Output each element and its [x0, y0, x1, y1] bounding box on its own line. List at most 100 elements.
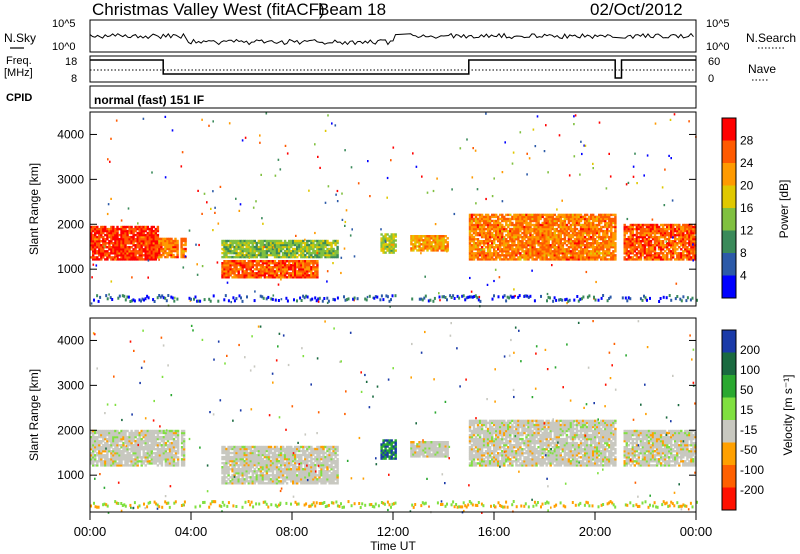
power-cell: [486, 219, 490, 223]
power-cell: [263, 268, 267, 271]
velocity-cell: [94, 437, 97, 441]
power-ground-strip: [509, 294, 512, 298]
power-cell: [114, 235, 117, 239]
power-cell: [424, 241, 427, 244]
power-cell: [569, 246, 573, 249]
power-cell: [537, 213, 540, 217]
power-scatter: [115, 119, 118, 122]
power-scatter: [592, 162, 594, 165]
power-cell: [294, 270, 297, 273]
power-cell: [610, 246, 613, 249]
power-cell: [557, 238, 560, 241]
noise-panel: N.Sky 10^5 10^0 10^5 10^0 N.Search: [4, 18, 796, 53]
power-cell: [670, 246, 673, 249]
power-cell: [657, 254, 661, 257]
power-cell: [110, 242, 113, 245]
power-cell: [517, 248, 520, 251]
power-cell: [678, 233, 681, 237]
power-cell: [281, 272, 285, 275]
power-cell: [486, 242, 490, 245]
velocity-cell: [106, 431, 109, 435]
power-cell: [253, 272, 256, 275]
power-ground-strip: [511, 295, 514, 299]
velocity-cell: [166, 433, 170, 437]
power-cell: [138, 225, 141, 229]
power-cell: [255, 262, 258, 265]
velocity-cell: [176, 437, 180, 441]
power-cell: [251, 245, 254, 249]
velocity-cell: [96, 462, 99, 465]
velocity-cell: [176, 446, 180, 449]
power-cell: [273, 260, 277, 263]
power-cell: [269, 268, 273, 271]
power-cell: [505, 256, 508, 259]
power-cell: [227, 266, 230, 269]
power-cell: [533, 246, 536, 249]
power-cell: [573, 215, 577, 219]
velocity-cell: [160, 452, 164, 455]
power-cell: [581, 240, 585, 243]
power-cell: [565, 227, 569, 231]
power-cell: [314, 270, 317, 273]
power-cell: [138, 235, 141, 239]
power-cell: [688, 225, 691, 229]
power-cell: [388, 245, 391, 248]
power-cell: [243, 239, 246, 243]
power-cell: [306, 241, 309, 245]
power-cell: [275, 268, 279, 271]
power-cell: [484, 213, 488, 217]
power-cell: [551, 213, 554, 217]
power-cell: [267, 249, 271, 253]
power-cell: [567, 225, 571, 229]
power-cell: [670, 242, 673, 245]
power-scatter: [558, 134, 561, 137]
power-cell: [474, 229, 478, 233]
power-cell: [633, 240, 636, 243]
power-cell: [90, 231, 93, 235]
power-ground-strip: [132, 298, 135, 302]
power-cell: [583, 244, 587, 247]
power-cell: [639, 256, 643, 259]
power-cell: [631, 246, 634, 249]
velocity-cell: [122, 435, 125, 439]
power-cell: [659, 248, 663, 251]
power-cell: [608, 246, 611, 249]
power-cell: [612, 238, 615, 241]
power-cell: [152, 242, 155, 245]
velocity-cell: [180, 431, 184, 435]
power-cell: [118, 252, 121, 255]
power-cell: [614, 217, 617, 221]
power-ground-strip: [682, 295, 685, 299]
power-cell: [583, 248, 587, 251]
power-cell: [245, 255, 248, 259]
power-scatter: [692, 259, 694, 262]
power-cell: [128, 252, 131, 255]
power-cell: [277, 253, 281, 257]
power-scatter: [219, 185, 222, 188]
velocity-cell: [112, 464, 115, 467]
power-scatter: [341, 192, 343, 195]
power-cell: [152, 240, 155, 243]
power-cell: [575, 242, 579, 245]
power-cell: [565, 223, 569, 227]
power-cell: [122, 252, 125, 255]
power-cell: [535, 219, 538, 223]
power-cell: [666, 238, 669, 241]
power-cell: [553, 244, 556, 247]
power-cell: [602, 252, 605, 255]
power-cell: [606, 235, 609, 239]
power-cell: [668, 233, 671, 237]
power-cell: [543, 252, 546, 255]
velocity-cell: [126, 452, 129, 455]
velocity-cell: [106, 429, 109, 433]
power-cell: [517, 246, 520, 249]
velocity-cell: [144, 444, 147, 447]
power-cell: [551, 246, 554, 249]
velocity-cell: [126, 441, 129, 445]
power-cell: [523, 229, 526, 233]
power-cell: [505, 240, 508, 243]
power-cell: [102, 242, 105, 245]
power-cell: [172, 239, 175, 243]
power-cell: [306, 251, 309, 255]
power-cell: [543, 250, 546, 253]
